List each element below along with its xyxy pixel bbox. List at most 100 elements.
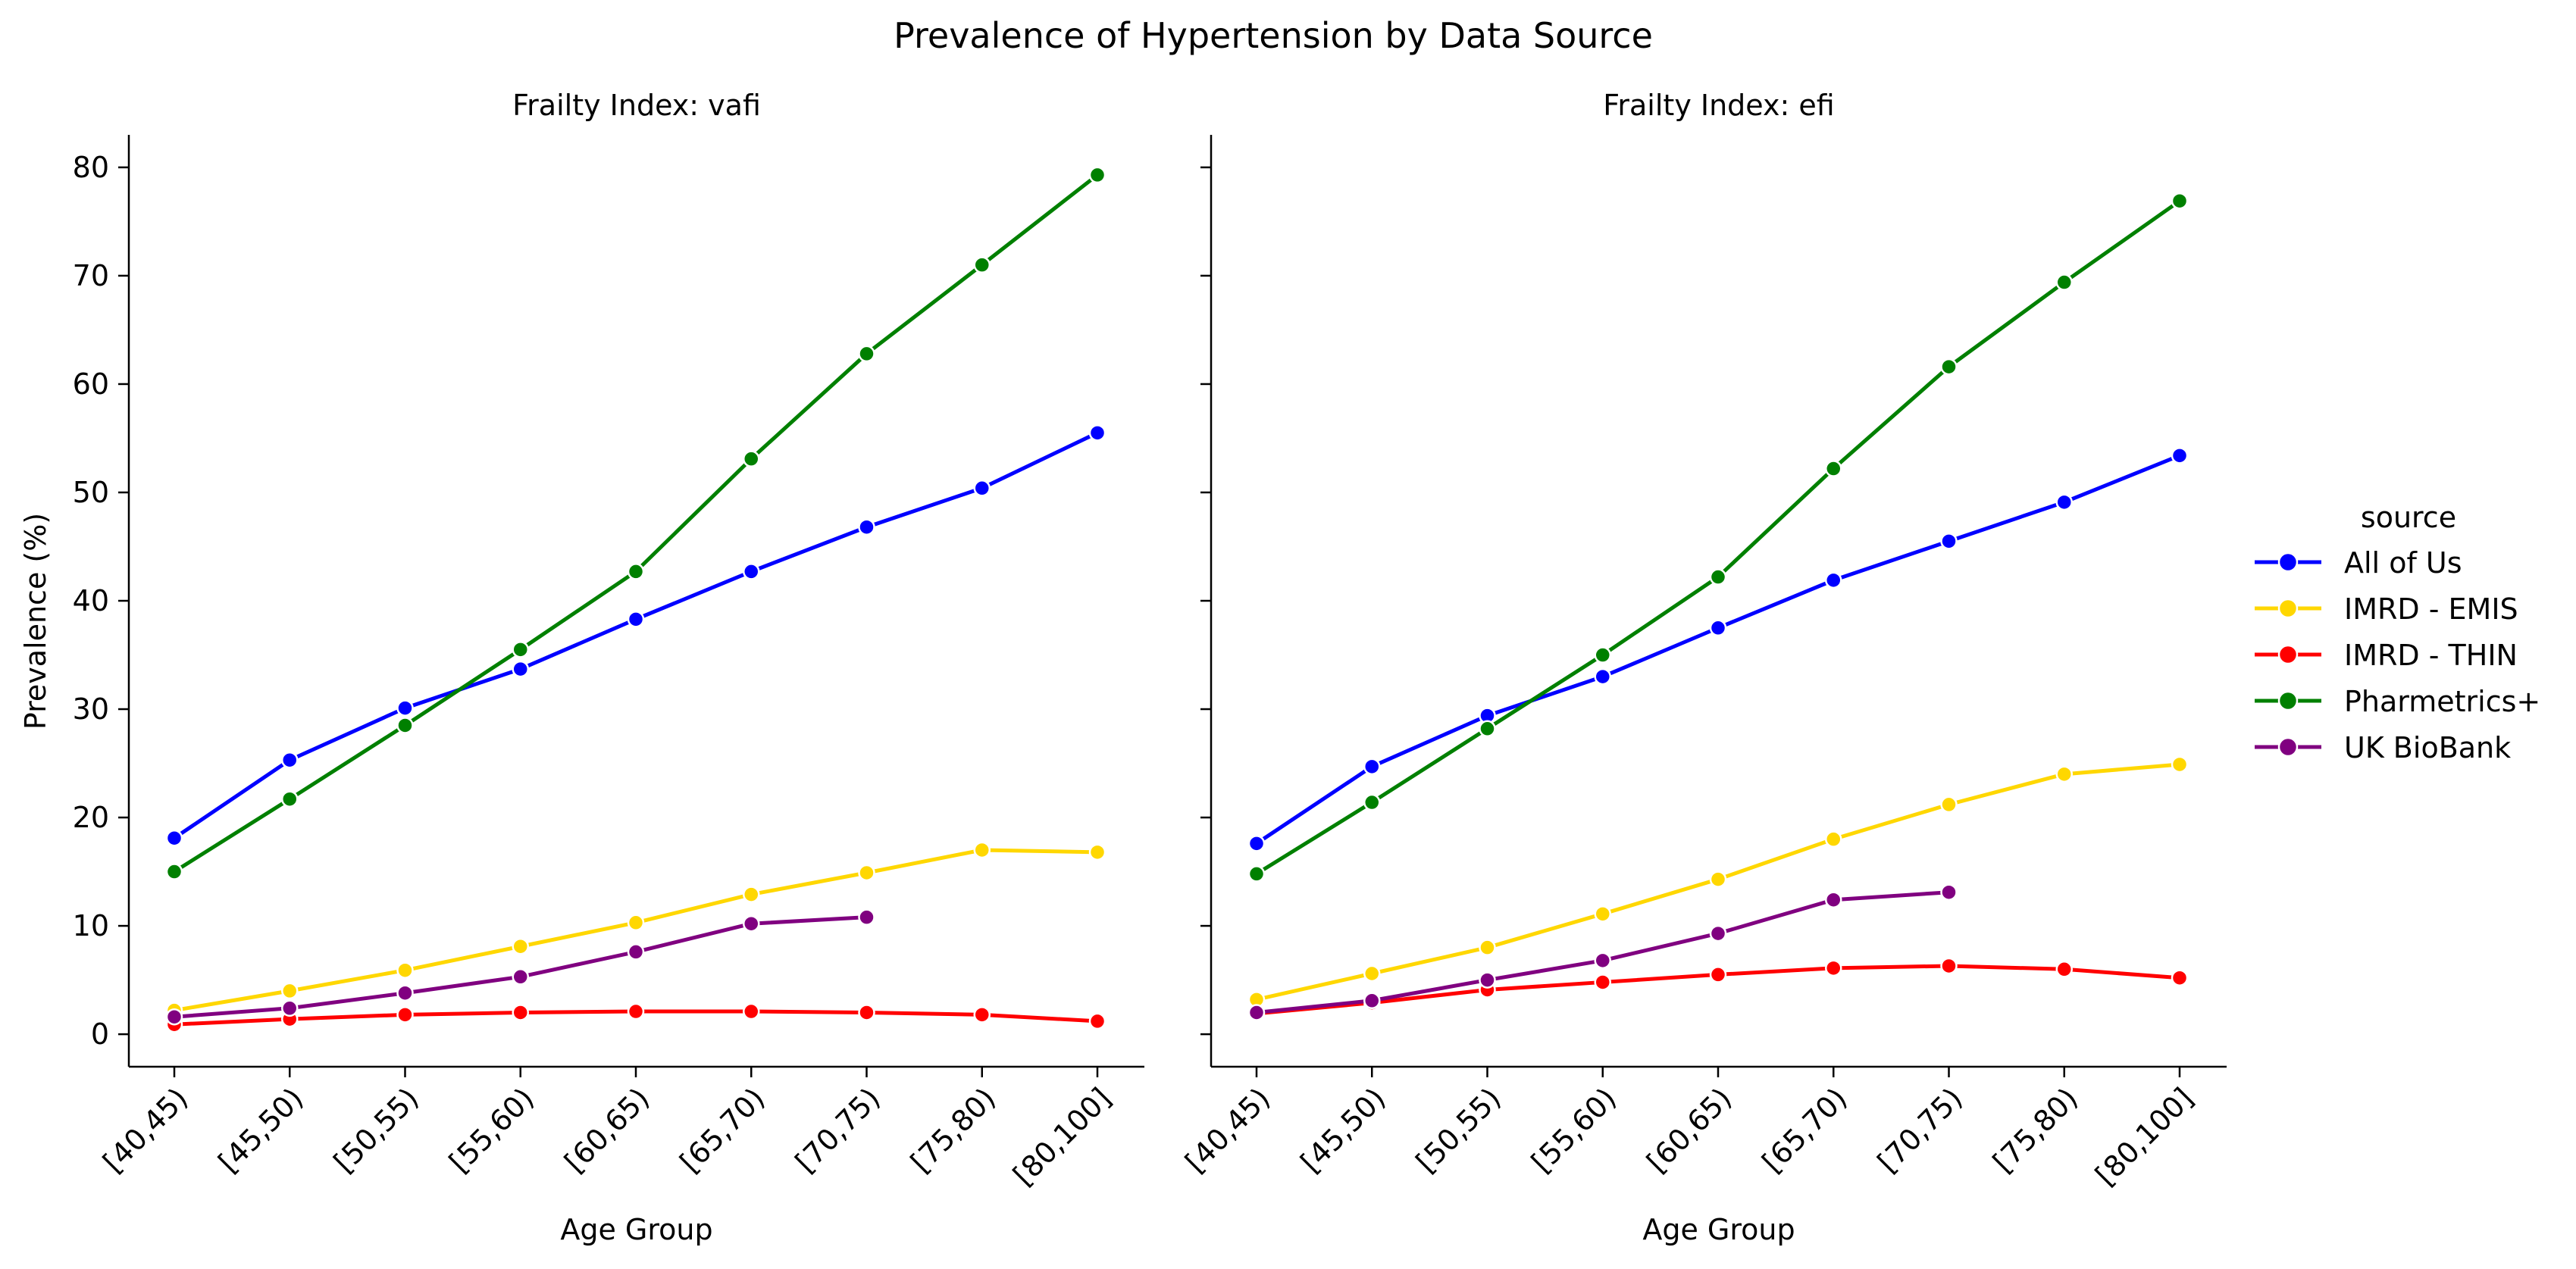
data-point-pharmetrics (396, 717, 414, 734)
data-point-imrd-thin (1825, 959, 1842, 977)
panel-title: Frailty Index: vafi (512, 89, 761, 122)
data-point-imrd-thin (512, 1004, 529, 1021)
data-point-pharmetrics (1825, 460, 1842, 477)
y-tick-label: 10 (73, 909, 109, 942)
data-point-all-of-us (858, 518, 875, 536)
data-point-imrd-emis (512, 937, 529, 955)
x-tick-label: [65,70) (674, 1081, 772, 1179)
data-point-all-of-us (2171, 447, 2189, 464)
x-tick-label: [60,65) (558, 1081, 656, 1179)
data-point-imrd-thin (1709, 966, 1727, 983)
data-point-imrd-thin (1940, 957, 1958, 975)
data-point-uk-biobank (1247, 1004, 1266, 1021)
panel-title: Frailty Index: efi (1603, 89, 1834, 122)
x-axis-label: Age Group (1642, 1213, 1795, 1246)
series-line-all-of-us (1254, 453, 2182, 845)
legend-label: IMRD - THIN (2344, 639, 2518, 672)
x-tick-label: [70,75) (789, 1081, 887, 1179)
y-tick-label: 0 (91, 1017, 109, 1051)
data-point-imrd-thin (1594, 974, 1611, 991)
legend-label: Pharmetrics+ (2344, 685, 2540, 718)
data-point-pharmetrics (1709, 568, 1727, 586)
y-tick-label: 50 (73, 476, 109, 509)
data-point-all-of-us (281, 751, 299, 769)
x-tick-label: [65,70) (1756, 1081, 1854, 1179)
data-point-imrd-thin (396, 1006, 414, 1024)
data-point-imrd-emis (1940, 795, 1958, 814)
data-point-uk-biobank (1940, 883, 1958, 901)
chart-title: Prevalence of Hypertension by Data Sourc… (894, 15, 1653, 56)
data-point-pharmetrics (1594, 646, 1611, 664)
data-point-uk-biobank (1594, 952, 1611, 970)
x-tick-label: [50,55) (327, 1081, 425, 1179)
data-point-pharmetrics (2055, 273, 2073, 291)
data-point-uk-biobank (512, 968, 529, 986)
legend: source All of Us IMRD - EMIS IMRD - THIN Pha… (2255, 501, 2540, 764)
data-point-imrd-thin (1088, 1012, 1106, 1030)
x-tick-label: [45,50) (1294, 1081, 1392, 1179)
data-point-uk-biobank (1709, 924, 1727, 942)
legend-swatch-marker (2277, 690, 2299, 711)
x-tick-label: [55,60) (1525, 1081, 1623, 1179)
legend-title: source (2361, 501, 2456, 534)
data-point-uk-biobank (627, 943, 645, 961)
y-tick-label: 30 (73, 692, 109, 726)
data-point-imrd-emis (973, 841, 991, 859)
x-axis-label: Age Group (560, 1213, 712, 1246)
data-point-uk-biobank (858, 908, 875, 926)
data-point-imrd-emis (858, 864, 875, 882)
x-tick-label: [80,100] (1006, 1081, 1117, 1192)
legend-swatch-marker (2277, 552, 2299, 573)
data-point-imrd-emis (1709, 870, 1727, 888)
data-point-all-of-us (1709, 619, 1727, 637)
data-point-pharmetrics (1247, 865, 1266, 883)
data-point-pharmetrics (1479, 720, 1496, 738)
data-point-all-of-us (1594, 667, 1611, 686)
data-point-imrd-emis (627, 914, 645, 932)
panel-left: Frailty Index: vafi 0 10 20 30 40 50 60 70 80 [40,… (73, 89, 1144, 1246)
data-point-imrd-thin (858, 1004, 875, 1021)
data-point-pharmetrics (281, 790, 299, 808)
data-point-imrd-thin (2055, 961, 2073, 978)
y-tick-label: 60 (73, 367, 109, 401)
legend-swatch-marker (2277, 598, 2299, 619)
data-point-uk-biobank (281, 999, 299, 1017)
legend-swatch-marker (2277, 736, 2299, 758)
x-tick-label: [60,65) (1640, 1081, 1738, 1179)
x-tick-label: [75,80) (904, 1081, 1002, 1179)
x-tick-label: [40,45) (1178, 1081, 1276, 1179)
x-tick-label: [75,80) (1986, 1081, 2084, 1179)
data-point-uk-biobank (1363, 992, 1381, 1010)
data-point-all-of-us (396, 699, 414, 717)
x-tick-label: [70,75) (1871, 1081, 1969, 1179)
legend-label: UK BioBank (2344, 731, 2511, 764)
x-tick-label: [50,55) (1410, 1081, 1507, 1179)
data-point-all-of-us (743, 563, 760, 580)
x-tick-label: [80,100] (2089, 1081, 2199, 1192)
data-point-imrd-emis (2055, 765, 2073, 783)
data-point-imrd-emis (1088, 843, 1106, 861)
data-point-pharmetrics (743, 450, 760, 467)
data-point-imrd-thin (973, 1006, 991, 1024)
y-tick-label: 20 (73, 801, 109, 834)
data-point-imrd-emis (1825, 830, 1842, 848)
data-point-uk-biobank (743, 914, 760, 933)
data-point-imrd-emis (2171, 755, 2189, 774)
legend-swatch-marker (2277, 644, 2299, 665)
data-point-imrd-emis (396, 961, 414, 979)
legend-item-imrd-emis: IMRD - EMIS (2255, 592, 2518, 626)
legend-item-all-of-us: All of Us (2255, 546, 2462, 580)
legend-item-imrd-thin: IMRD - THIN (2255, 639, 2518, 672)
x-tick-label: [40,45) (96, 1081, 194, 1179)
data-point-imrd-thin (627, 1002, 645, 1021)
data-point-uk-biobank (165, 1008, 183, 1026)
series-line-uk-biobank (172, 915, 869, 1019)
data-point-all-of-us (512, 660, 529, 678)
data-point-uk-biobank (396, 984, 414, 1002)
legend-item-pharmetrics: Pharmetrics+ (2255, 685, 2540, 718)
series-line-all-of-us (172, 430, 1100, 840)
data-point-all-of-us (627, 611, 645, 628)
data-point-uk-biobank (1479, 971, 1496, 989)
